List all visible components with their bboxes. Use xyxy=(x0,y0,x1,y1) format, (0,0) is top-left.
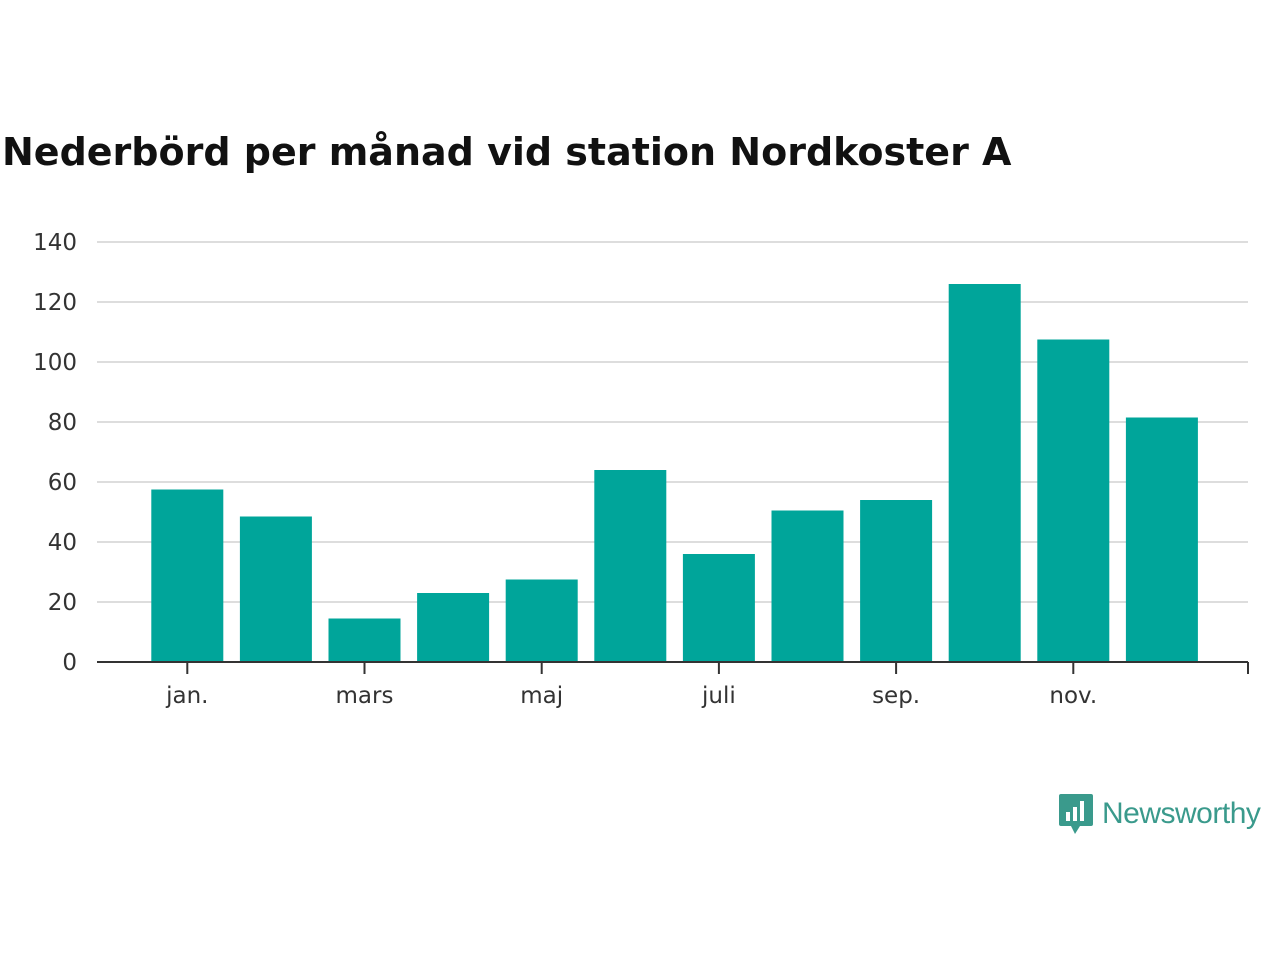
bar-maj xyxy=(505,579,578,662)
bar-mars xyxy=(328,618,401,662)
bar-jan xyxy=(151,489,224,662)
x-tick-label: maj xyxy=(520,683,563,709)
bar-sep xyxy=(860,500,933,662)
x-tick-label: nov. xyxy=(1049,683,1097,709)
x-axis xyxy=(97,661,1249,674)
chart-title: Nederbörd per månad vid station Nordkost… xyxy=(2,130,1012,174)
bar-apr xyxy=(417,593,490,662)
y-tick-labels: 0 20 40 60 80 100 120 140 xyxy=(33,230,77,676)
y-tick-label: 100 xyxy=(33,350,77,376)
bar-okt xyxy=(948,284,1021,662)
x-tick-label: juli xyxy=(701,683,736,709)
bar-dec xyxy=(1125,417,1198,662)
x-tick-label: mars xyxy=(336,683,394,709)
bars xyxy=(151,284,1198,662)
bar-juni xyxy=(594,470,667,662)
y-tick-label: 80 xyxy=(48,410,77,436)
newsworthy-logo: Newsworthy xyxy=(1058,792,1261,836)
newsworthy-icon xyxy=(1059,794,1093,834)
bar-juli xyxy=(682,554,755,662)
x-tick-label: jan. xyxy=(165,683,208,709)
bar-feb xyxy=(239,516,312,662)
brand-name: Newsworthy xyxy=(1102,797,1261,830)
y-tick-label: 60 xyxy=(48,470,77,496)
x-tick-labels: jan. mars maj juli sep. nov. xyxy=(165,683,1097,709)
y-tick-label: 20 xyxy=(48,590,77,616)
x-tick-label: sep. xyxy=(872,683,920,709)
bar-aug xyxy=(771,510,844,662)
y-tick-label: 0 xyxy=(62,650,77,676)
bar-nov xyxy=(1037,339,1110,662)
y-tick-label: 40 xyxy=(48,530,77,556)
y-tick-label: 140 xyxy=(33,230,77,256)
y-tick-label: 120 xyxy=(33,290,77,316)
